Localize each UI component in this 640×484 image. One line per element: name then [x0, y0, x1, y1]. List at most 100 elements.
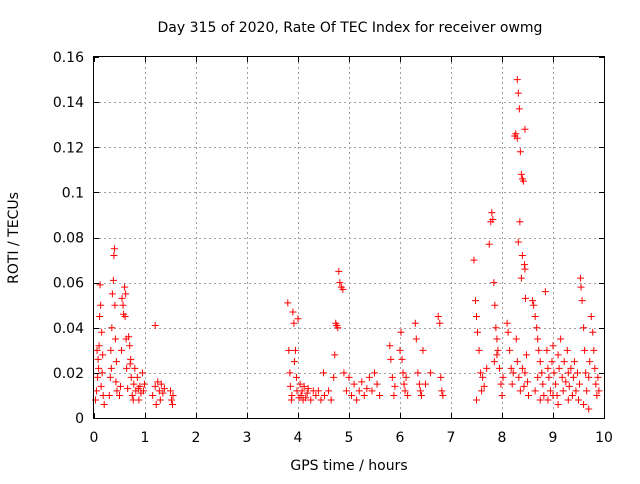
- data-point: [130, 380, 138, 388]
- data-point: [573, 369, 581, 377]
- data-point: [169, 391, 177, 399]
- data-point: [493, 351, 501, 359]
- data-point: [516, 218, 524, 226]
- data-point: [485, 240, 493, 248]
- x-tick-label: 6: [396, 430, 405, 446]
- data-point: [540, 391, 548, 399]
- data-point: [427, 369, 435, 377]
- data-point: [139, 387, 147, 395]
- data-point: [513, 134, 521, 142]
- data-point: [358, 378, 366, 386]
- data-point: [480, 382, 488, 390]
- data-point: [342, 387, 350, 395]
- data-point: [517, 170, 525, 178]
- data-point: [294, 315, 302, 323]
- data-point: [160, 385, 168, 393]
- data-point: [417, 391, 425, 399]
- y-tick-labels: 0 0.02 0.04 0.06 0.08 0.1 0.12 0.14 0.16: [53, 50, 84, 427]
- data-point: [541, 288, 549, 296]
- data-point: [119, 301, 127, 309]
- data-point: [168, 396, 176, 404]
- plot-frame: [93, 56, 605, 419]
- data-point: [107, 364, 115, 372]
- data-point: [133, 373, 141, 381]
- data-point: [473, 396, 480, 404]
- data-point: [110, 245, 118, 253]
- data-point: [488, 209, 496, 217]
- data-point: [93, 346, 101, 354]
- y-tick-label: 0.04: [53, 321, 84, 337]
- data-point: [503, 319, 511, 327]
- data-point: [569, 373, 577, 381]
- data-point: [335, 267, 343, 275]
- data-point: [296, 380, 304, 388]
- data-point: [536, 396, 544, 404]
- data-point: [422, 380, 429, 388]
- data-point: [336, 279, 344, 287]
- grid-lines: [94, 57, 604, 418]
- x-tick-label: 4: [294, 430, 303, 446]
- data-point: [94, 355, 102, 363]
- data-point: [97, 382, 105, 390]
- data-point: [157, 380, 165, 388]
- data-point: [286, 382, 294, 390]
- data-point: [495, 364, 503, 372]
- data-point: [96, 312, 104, 320]
- data-point: [583, 387, 591, 395]
- data-point: [515, 373, 523, 381]
- data-point: [111, 335, 119, 343]
- data-point: [548, 358, 556, 366]
- data-point: [371, 369, 378, 377]
- data-point: [290, 319, 298, 327]
- data-point: [434, 312, 442, 320]
- data-point: [155, 387, 163, 395]
- data-point: [156, 396, 164, 404]
- data-point: [397, 328, 405, 336]
- data-point: [111, 301, 119, 309]
- data-point: [363, 385, 371, 393]
- data-point: [490, 279, 498, 287]
- data-point: [516, 387, 524, 395]
- data-point: [545, 373, 553, 381]
- data-point: [437, 373, 445, 381]
- data-point: [365, 373, 373, 381]
- data-point: [436, 319, 444, 327]
- data-point: [471, 297, 479, 305]
- data-point: [559, 387, 567, 395]
- data-point: [121, 283, 129, 291]
- data-point: [475, 346, 483, 354]
- data-point: [118, 294, 126, 302]
- x-tick-label: 0: [90, 430, 99, 446]
- data-point: [552, 380, 560, 388]
- x-tick-label: 10: [595, 430, 613, 446]
- data-point: [509, 369, 517, 377]
- x-tick-label: 5: [345, 430, 354, 446]
- data-point: [439, 391, 447, 399]
- data-point: [330, 373, 338, 381]
- data-point: [98, 328, 106, 336]
- data-point: [285, 346, 293, 354]
- data-point: [479, 373, 487, 381]
- data-point: [521, 125, 529, 133]
- data-point: [99, 391, 107, 399]
- data-point: [416, 387, 424, 395]
- data-point: [368, 387, 376, 395]
- data-point: [97, 301, 105, 309]
- data-point: [492, 324, 500, 332]
- data-point: [498, 391, 506, 399]
- data-point: [535, 346, 543, 354]
- data-point: [590, 346, 598, 354]
- data-point: [555, 364, 563, 372]
- data-point: [388, 373, 396, 381]
- data-point: [543, 346, 551, 354]
- data-point: [339, 285, 347, 293]
- data-point: [592, 380, 600, 388]
- data-point: [345, 373, 353, 381]
- data-point: [292, 373, 300, 381]
- data-point: [122, 290, 130, 298]
- data-point: [135, 396, 143, 404]
- data-point: [516, 148, 524, 156]
- y-tick-label: 0.06: [53, 276, 84, 292]
- data-point: [107, 346, 115, 354]
